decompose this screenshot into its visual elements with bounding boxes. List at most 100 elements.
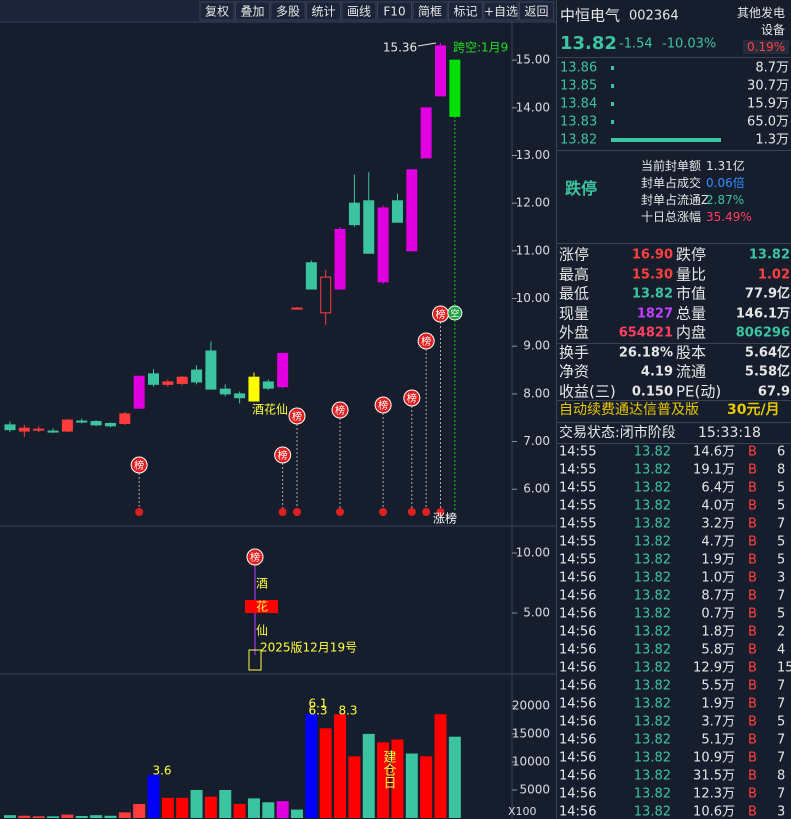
trade-count: 7 [777, 732, 786, 748]
candle-body [348, 202, 360, 226]
marker-badge [374, 396, 392, 414]
quote-panel: 中恒电气 002364 其他发电 设备 13.82 -1.54 -10.03% 0.19% 13… [556, 0, 791, 819]
book-price: 13.85 [560, 78, 598, 94]
candle-body [4, 424, 16, 431]
indicator-badge [246, 548, 264, 566]
marker-text: 榜 [134, 459, 144, 472]
volume-unit: X100 [508, 805, 537, 818]
book-volume: 1.3万 [755, 132, 789, 148]
indicator-band [245, 600, 278, 613]
volume-bar [4, 815, 16, 818]
toolbar-label[interactable]: F10 [383, 5, 405, 19]
trade-volume: 5.1万 [701, 732, 735, 748]
y-tick-label: 20000 [512, 698, 550, 712]
toolbar-button[interactable] [412, 1, 448, 21]
stat-label: 最高 [559, 265, 590, 283]
marker-badge [403, 389, 421, 407]
trade-price: 13.82 [633, 804, 671, 819]
trade-price: 13.82 [633, 750, 671, 766]
candle-body [61, 419, 73, 432]
candle-body [219, 388, 231, 395]
volume-bar [233, 803, 246, 818]
volume-label: 6.3 [308, 704, 327, 718]
toolbar-button[interactable] [235, 1, 270, 21]
toolbar-button[interactable] [519, 1, 554, 21]
candle-body [148, 373, 159, 385]
trade-volume: 1.9万 [701, 552, 735, 568]
volume-bar [147, 774, 160, 818]
trade-status: 交易状态:闭市阶段 [559, 425, 676, 441]
signal-label: 跨空:1月9 [453, 41, 508, 55]
trade-time: 14:56 [559, 588, 597, 604]
toolbar-button[interactable] [306, 1, 341, 21]
toolbar-label[interactable]: 统计 [311, 5, 335, 19]
candle-body [248, 376, 260, 402]
stat-value: 26.18% [618, 345, 673, 360]
separator [557, 422, 791, 423]
toolbar-label[interactable]: 多股 [276, 5, 300, 19]
toolbar-label[interactable]: +自选 [484, 5, 518, 19]
book-volume: 65.0万 [747, 114, 789, 130]
marker-dot [407, 508, 416, 516]
trade-price: 13.82 [633, 462, 671, 478]
toolbar-button[interactable] [199, 1, 235, 21]
trade-side: B [748, 804, 757, 819]
marker-text: 榜 [335, 404, 345, 417]
marker-dot [422, 508, 431, 516]
trade-time: 14:56 [559, 786, 597, 802]
y-tick-label: 14.00 [516, 100, 550, 114]
volume-bar [319, 728, 332, 818]
trade-side: B [748, 606, 757, 622]
stat-value: 4.19 [640, 364, 673, 380]
trade-time: 14:55 [559, 552, 597, 568]
toolbar-button[interactable] [377, 1, 412, 21]
marker-dot [436, 508, 445, 516]
seal-value: 35.49% [706, 210, 752, 224]
status-title: 跌停 [565, 179, 598, 198]
trade-time: 14:56 [559, 804, 597, 819]
trade-time: 14:55 [559, 534, 597, 550]
trade-volume: 12.9万 [693, 660, 735, 676]
toolbar-label[interactable]: 复权 [205, 5, 229, 19]
toolbar-label[interactable]: 标记 [453, 5, 477, 19]
toolbar-label[interactable]: 简框 [418, 5, 442, 19]
trade-side: B [748, 714, 757, 730]
trade-volume: 10.6万 [693, 804, 735, 819]
stat-value: 67.9 [757, 384, 790, 399]
trade-time: 14:55 [559, 462, 597, 478]
trade-volume: 31.5万 [693, 768, 735, 784]
stat-label: 换手 [559, 343, 590, 361]
marker-badge [130, 456, 148, 474]
candle-body [191, 369, 203, 383]
trade-price: 13.82 [633, 768, 671, 784]
marker-text: 榜 [292, 410, 302, 423]
volume-tag: 建仓日 [381, 750, 397, 789]
toolbar-button[interactable] [483, 1, 519, 21]
book-bar [611, 66, 614, 70]
toolbar-button[interactable] [448, 1, 483, 21]
volume-label: 3.6 [152, 764, 171, 778]
trade-count: 5 [777, 498, 786, 514]
toolbar-button[interactable] [270, 1, 306, 21]
stat-value: 0.150 [631, 384, 673, 399]
trade-count: 7 [777, 696, 786, 712]
trade-time: 14:56 [559, 570, 597, 586]
toolbar-label[interactable]: 画线 [347, 5, 371, 19]
trade-volume: 1.0万 [701, 570, 735, 586]
trade-count: 7 [777, 786, 786, 802]
candle-body [406, 169, 418, 252]
y-tick-label: 15000 [512, 726, 550, 740]
volume-bar [118, 812, 131, 818]
marker-text: 榜 [436, 308, 446, 321]
toolbar-label[interactable]: 叠加 [240, 5, 264, 19]
trade-side: B [748, 588, 757, 604]
trade-volume: 1.8万 [701, 624, 735, 640]
marker-badge [274, 446, 292, 464]
stat-label: 跌停 [676, 245, 707, 264]
stat-value: 13.82 [748, 247, 790, 263]
y-tick-label: 15.00 [516, 53, 550, 67]
toolbar-button[interactable] [341, 1, 377, 21]
volume-bar [448, 736, 461, 818]
toolbar-label[interactable]: 返回 [524, 5, 548, 19]
indicator-char: 仙 [256, 624, 268, 638]
